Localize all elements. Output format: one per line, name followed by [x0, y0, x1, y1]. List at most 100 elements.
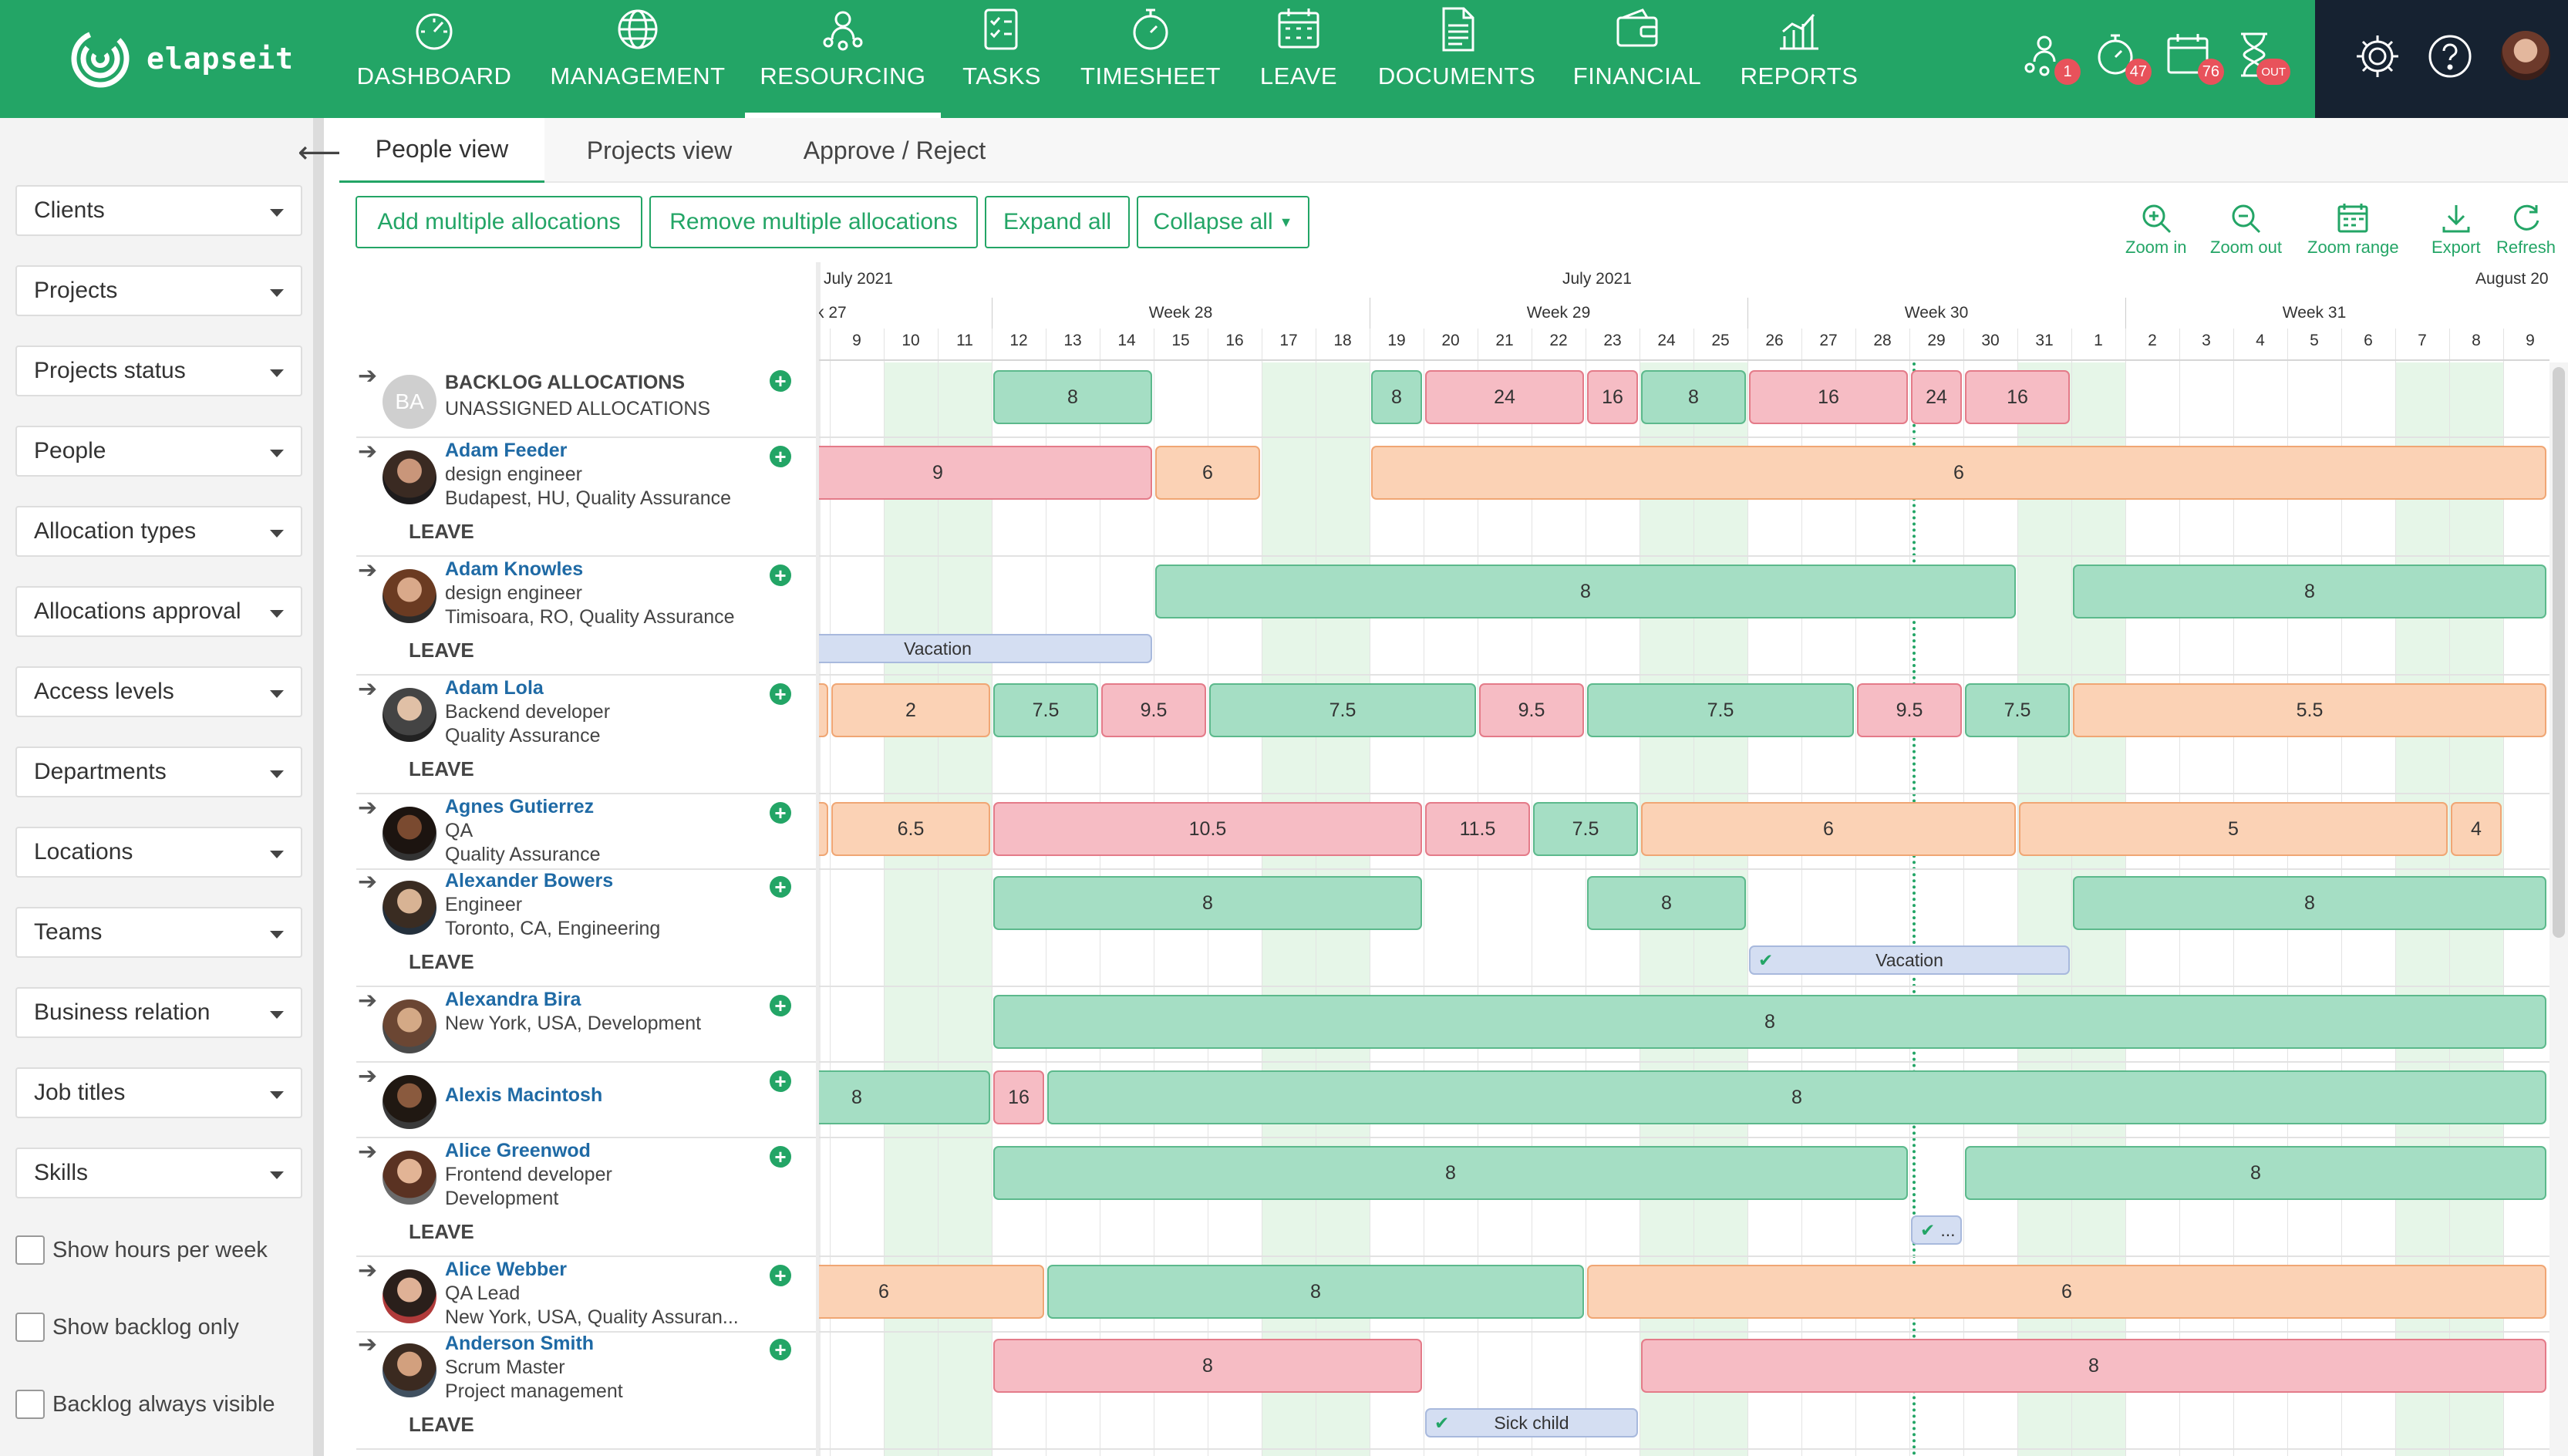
tab-people-view[interactable]: People view	[339, 118, 544, 183]
filter-locations[interactable]: Locations	[15, 827, 302, 878]
avatar[interactable]	[383, 1269, 436, 1323]
notif-timer[interactable]: 47	[2091, 31, 2152, 85]
person-name[interactable]: Alexis Macintosh	[445, 1084, 603, 1106]
allocation-bar[interactable]: 9.5	[1857, 683, 1962, 737]
zoom-out-tool[interactable]: Zoom out	[2210, 202, 2282, 258]
allocation-bar[interactable]: 5.5	[2073, 683, 2546, 737]
add-allocation-icon[interactable]: +	[770, 995, 791, 1016]
allocation-bar[interactable]: 7.5	[1965, 683, 2070, 737]
nav-financial[interactable]: FINANCIAL	[1565, 0, 1709, 118]
export-tool[interactable]: Export	[2432, 202, 2481, 258]
avatar[interactable]	[383, 569, 436, 623]
filter-allocations-approval[interactable]: Allocations approval	[15, 586, 302, 637]
nav-timesheet[interactable]: TIMESHEET	[1075, 0, 1226, 118]
expand-arrow-icon[interactable]: ➔	[358, 869, 378, 895]
allocation-bar[interactable]	[819, 683, 828, 737]
allocation-bar[interactable]: 8	[993, 1146, 1908, 1200]
collapse-sidebar-icon[interactable]: ⟵	[298, 136, 342, 170]
expand-arrow-icon[interactable]: ➔	[358, 363, 378, 389]
allocation-bar[interactable]: 8	[1965, 1146, 2546, 1200]
checkbox-backlog-visible[interactable]: Backlog always visible	[15, 1390, 275, 1419]
allocation-bar[interactable]: 4	[2451, 802, 2502, 856]
avatar[interactable]	[383, 999, 436, 1053]
expand-arrow-icon[interactable]: ➔	[358, 1332, 378, 1357]
brand-logo[interactable]: elapseit	[68, 26, 294, 91]
expand-arrow-icon[interactable]: ➔	[358, 1258, 378, 1283]
add-allocation-icon[interactable]: +	[770, 1146, 791, 1168]
checkbox-box[interactable]	[15, 1390, 45, 1419]
nav-reports[interactable]: REPORTS	[1735, 0, 1863, 118]
allocation-bar[interactable]: 8	[1371, 370, 1422, 424]
nav-leave[interactable]: LEAVE	[1251, 0, 1346, 118]
checkbox-box[interactable]	[15, 1235, 45, 1265]
add-allocation-icon[interactable]: +	[770, 1265, 791, 1286]
collapse-all-button[interactable]: Collapse all ▼	[1137, 196, 1309, 248]
expand-arrow-icon[interactable]: ➔	[358, 988, 378, 1013]
person-name[interactable]: Adam Lola	[445, 677, 544, 699]
notif-hourglass[interactable]: OUT	[2230, 31, 2290, 85]
notif-people[interactable]: 1	[2020, 31, 2081, 85]
allocation-bar[interactable]: 8	[1587, 876, 1746, 930]
expand-arrow-icon[interactable]: ➔	[358, 1139, 378, 1164]
filter-clients[interactable]: Clients	[15, 185, 302, 236]
allocation-bar[interactable]: 6	[1155, 446, 1260, 500]
allocation-bar[interactable]: 6	[1371, 446, 2546, 500]
filter-allocation-types[interactable]: Allocation types	[15, 506, 302, 557]
refresh-tool[interactable]: Refresh	[2496, 202, 2556, 258]
help-icon[interactable]	[2425, 31, 2475, 82]
notif-calendar[interactable]: 76	[2164, 31, 2224, 85]
add-allocation-icon[interactable]: +	[770, 446, 791, 467]
allocation-bar[interactable]: 9.5	[1479, 683, 1584, 737]
person-name[interactable]: Adam Feeder	[445, 440, 568, 461]
allocation-bar[interactable]: 6	[1587, 1265, 2546, 1319]
allocation-bar[interactable]: 8	[993, 995, 2546, 1049]
nav-management[interactable]: MANAGEMENT	[549, 0, 726, 118]
nav-resourcing[interactable]: RESOURCING	[745, 0, 941, 118]
person-name[interactable]: Alice Greenwod	[445, 1140, 591, 1161]
add-allocation-icon[interactable]: +	[770, 1070, 791, 1092]
filter-projects[interactable]: Projects	[15, 265, 302, 316]
allocation-bar[interactable]: 7.5	[1533, 802, 1638, 856]
allocation-bar[interactable]: 8	[1155, 565, 2016, 618]
person-name[interactable]: Anderson Smith	[445, 1333, 595, 1354]
vertical-scrollbar[interactable]	[2549, 362, 2568, 1456]
allocation-bar[interactable]: 16	[993, 1070, 1044, 1124]
panel-divider[interactable]	[816, 262, 821, 1456]
expand-arrow-icon[interactable]: ➔	[358, 676, 378, 702]
user-avatar[interactable]	[2501, 31, 2550, 80]
checkbox-box[interactable]	[15, 1313, 45, 1342]
checkbox-show-backlog[interactable]: Show backlog only	[15, 1313, 239, 1342]
allocation-bar[interactable]: 6	[1641, 802, 2016, 856]
zoom-in-tool[interactable]: Zoom in	[2125, 202, 2186, 258]
leave-bar[interactable]: Vacation	[819, 634, 1152, 663]
allocation-bar[interactable]: 8	[2073, 565, 2546, 618]
person-name[interactable]: Agnes Gutierrez	[445, 796, 595, 817]
checkbox-show-hours[interactable]: Show hours per week	[15, 1235, 268, 1265]
avatar[interactable]	[383, 450, 436, 504]
allocation-bar[interactable]: 16	[1965, 370, 2070, 424]
expand-all-button[interactable]: Expand all	[985, 196, 1130, 248]
allocation-bar[interactable]: 8	[993, 1339, 1422, 1393]
allocation-bar[interactable]: 8	[1641, 1339, 2546, 1393]
allocation-bar[interactable]: 2	[831, 683, 990, 737]
allocation-bar[interactable]: 24	[1425, 370, 1584, 424]
tab-projects-view[interactable]: Projects view	[586, 136, 733, 164]
person-name[interactable]: Alexander Bowers	[445, 870, 614, 891]
avatar[interactable]	[383, 1343, 436, 1397]
expand-arrow-icon[interactable]: ➔	[358, 795, 378, 821]
add-allocation-icon[interactable]: +	[770, 370, 791, 392]
allocation-bar[interactable]: 7.5	[993, 683, 1098, 737]
avatar[interactable]	[383, 688, 436, 742]
leave-bar[interactable]: ✔ Sick child	[1425, 1408, 1638, 1437]
add-allocation-icon[interactable]: +	[770, 1339, 791, 1360]
allocation-bar[interactable]: 6.5	[831, 802, 990, 856]
allocation-bar[interactable]: 11.5	[1425, 802, 1530, 856]
person-name[interactable]: Alexandra Bira	[445, 989, 581, 1010]
allocation-bar[interactable]: 8	[1047, 1070, 2546, 1124]
filter-business-relation[interactable]: Business relation	[15, 987, 302, 1038]
expand-arrow-icon[interactable]: ➔	[358, 439, 378, 464]
allocation-bar[interactable]: 16	[1749, 370, 1908, 424]
tab-approve-reject[interactable]: Approve / Reject	[803, 136, 986, 164]
avatar[interactable]	[383, 881, 436, 935]
allocation-bar[interactable]: 8	[2073, 876, 2546, 930]
